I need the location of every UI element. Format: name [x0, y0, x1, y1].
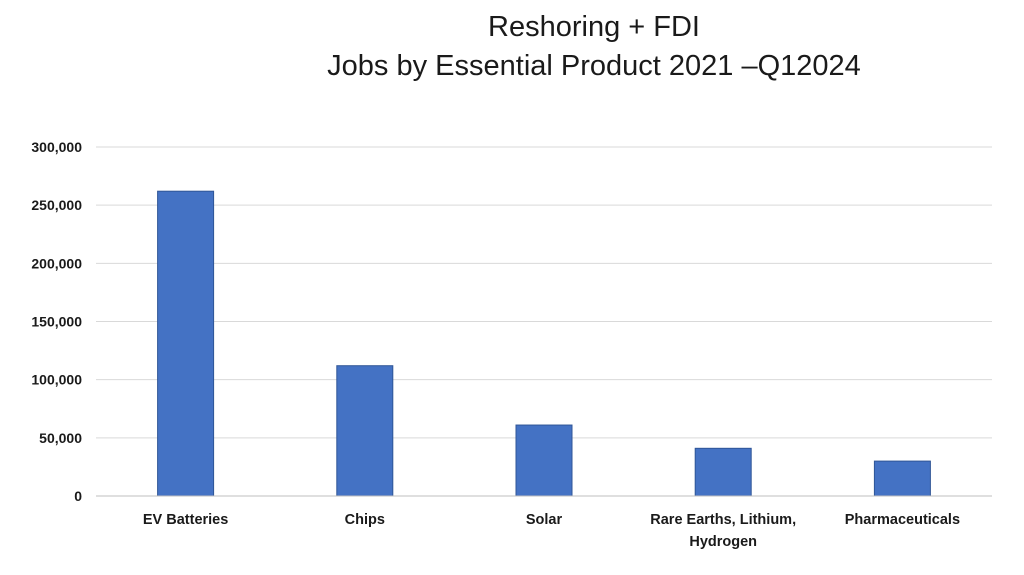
- y-tick-label: 200,000: [31, 255, 82, 271]
- y-tick-label: 300,000: [31, 139, 82, 155]
- y-tick-label: 50,000: [39, 430, 82, 446]
- bar: [157, 190, 215, 497]
- y-tick-label: 250,000: [31, 197, 82, 213]
- bar: [336, 365, 394, 497]
- chart-title-line-2: Jobs by Essential Product 2021 –Q12024: [327, 50, 861, 82]
- bar: [873, 460, 931, 497]
- x-category-label: Solar: [526, 512, 563, 528]
- y-tick-label: 100,000: [31, 372, 82, 388]
- x-category-label: EV Batteries: [143, 512, 228, 528]
- bars: [157, 190, 931, 497]
- gridlines: [96, 146, 992, 439]
- bar: [515, 424, 573, 497]
- x-category-label: Hydrogen: [689, 534, 757, 550]
- y-axis-tick-labels: 0 50,000 100,000 150,000 200,000 250,000 300,0…: [31, 139, 82, 504]
- x-category-label: Chips: [345, 512, 385, 528]
- chart-title-line-1: Reshoring + FDI: [488, 11, 700, 43]
- x-category-label: Rare Earths, Lithium,: [650, 512, 796, 528]
- y-tick-label: 150,000: [31, 314, 82, 330]
- y-tick-label: 0: [74, 488, 82, 504]
- bar: [694, 447, 752, 497]
- x-axis-category-labels: EV Batteries Chips Solar Rare Earths, Lithi…: [143, 512, 960, 550]
- x-category-label: Pharmaceuticals: [845, 512, 960, 528]
